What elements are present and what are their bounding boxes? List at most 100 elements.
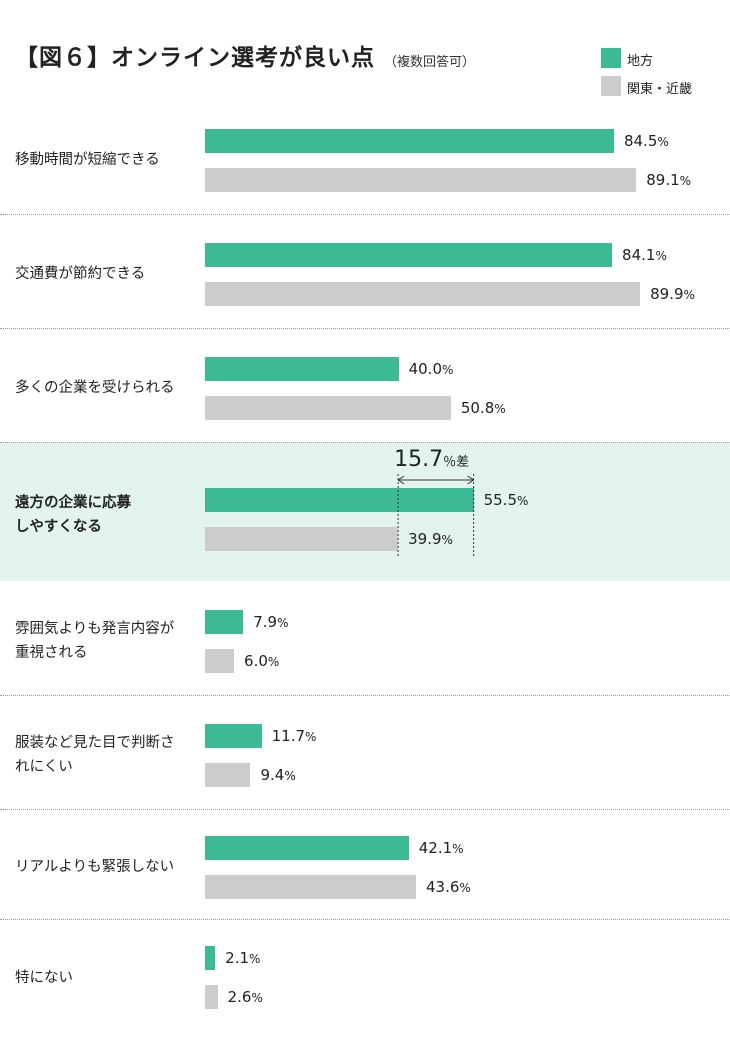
category-label-line: 特にない bbox=[15, 969, 73, 986]
bar-regional bbox=[205, 609, 244, 634]
category-row: 交通費が節約できる 84.1% 89.9% bbox=[0, 214, 730, 328]
value-unit: % bbox=[655, 248, 667, 263]
value-label: 2.6% bbox=[228, 988, 263, 1006]
legend-swatch-kanto-kinki bbox=[601, 76, 621, 96]
value-label: 89.9% bbox=[650, 285, 695, 303]
value-unit: % bbox=[494, 401, 506, 416]
category-row: 移動時間が短縮できる 84.5% 89.1% bbox=[0, 100, 730, 214]
category-row: 服装など見た目で判断さ れにくい 11.7% 9.4% bbox=[0, 695, 730, 809]
value-label: 42.1% bbox=[419, 839, 464, 857]
bar-kanto-kinki bbox=[205, 648, 235, 673]
bar-regional bbox=[205, 128, 614, 153]
legend-label-regional: 地方 bbox=[627, 54, 654, 69]
category-row: 雰囲気よりも発言内容が 重視される 7.9% 6.0% bbox=[0, 581, 730, 695]
category-label: 遠方の企業に応募 しやすくなる bbox=[15, 491, 200, 539]
category-label-line: 多くの企業を受けられる bbox=[15, 380, 175, 396]
category-label-line: れにくい bbox=[15, 759, 73, 775]
value-number: 42.1 bbox=[418, 838, 453, 857]
value-number: 43.6 bbox=[426, 877, 460, 896]
value-label: 43.6% bbox=[426, 878, 471, 896]
value-unit: % bbox=[277, 615, 289, 630]
legend-swatch-regional bbox=[601, 48, 621, 68]
value-number: 89.9 bbox=[650, 284, 684, 303]
category-label: 服装など見た目で判断さ れにくい bbox=[15, 731, 200, 779]
bar-regional bbox=[205, 488, 474, 512]
value-unit: % bbox=[284, 768, 296, 783]
category-label-line: 雰囲気よりも発言内容が bbox=[15, 621, 175, 637]
category-label: 移動時間が短縮できる bbox=[15, 148, 200, 172]
value-number: 2.6 bbox=[227, 988, 252, 1006]
difference-label: 15.7％差 bbox=[394, 447, 469, 472]
value-label: 55.5% bbox=[484, 491, 529, 509]
value-label: 89.1% bbox=[646, 171, 691, 189]
chart-title: 【図６】オンライン選考が良い点 bbox=[15, 45, 375, 71]
value-label: 2.1% bbox=[225, 949, 260, 967]
bar-regional bbox=[205, 356, 399, 381]
row-separator bbox=[0, 442, 730, 443]
value-unit: % bbox=[441, 533, 453, 547]
bar-regional bbox=[205, 835, 409, 860]
category-row: 特にない 2.1% 2.6% bbox=[0, 919, 730, 1030]
difference-arrowhead-right bbox=[467, 479, 474, 485]
value-number: 2.1 bbox=[225, 949, 250, 967]
row-separator bbox=[0, 919, 730, 920]
category-label-line: リアルよりも緊張しない bbox=[15, 859, 175, 875]
value-number: 84.5 bbox=[623, 131, 658, 150]
value-number: 55.5 bbox=[483, 491, 518, 509]
value-unit: % bbox=[305, 729, 317, 744]
value-unit: % bbox=[683, 287, 695, 302]
value-unit: % bbox=[249, 952, 261, 966]
difference-arrowhead-right bbox=[467, 475, 474, 481]
difference-unit: ％差 bbox=[443, 455, 470, 470]
bar-kanto-kinki bbox=[205, 762, 251, 787]
row-separator bbox=[0, 328, 730, 329]
category-row: 遠方の企業に応募 しやすくなる 55.5% 39.9% 15.7％差 bbox=[0, 442, 730, 581]
value-number: 7.9 bbox=[253, 612, 278, 631]
category-label-line: 交通費が節約できる bbox=[15, 266, 146, 282]
value-label: 84.1% bbox=[622, 246, 667, 264]
category-label: リアルよりも緊張しない bbox=[15, 855, 200, 879]
value-label: 84.5% bbox=[624, 132, 669, 150]
category-label-line: 移動時間が短縮できる bbox=[15, 152, 160, 168]
value-number: 39.9 bbox=[408, 530, 442, 548]
category-row: 多くの企業を受けられる 40.0% 50.8% bbox=[0, 328, 730, 442]
bar-kanto-kinki bbox=[205, 395, 451, 420]
legend-label-kanto-kinki: 関東・近畿 bbox=[627, 82, 693, 97]
bar-kanto-kinki bbox=[205, 281, 641, 306]
category-label: 交通費が節約できる bbox=[15, 262, 200, 286]
category-label: 多くの企業を受けられる bbox=[15, 376, 200, 400]
value-unit: % bbox=[442, 362, 454, 377]
value-label: 40.0% bbox=[409, 360, 454, 378]
category-label-line: 遠方の企業に応募 bbox=[15, 494, 131, 511]
value-unit: % bbox=[459, 880, 471, 895]
value-label: 9.4% bbox=[260, 766, 295, 784]
value-label: 39.9% bbox=[408, 530, 453, 548]
value-number: 89.1 bbox=[646, 170, 680, 189]
row-separator bbox=[0, 214, 730, 215]
value-label: 6.0% bbox=[244, 652, 279, 670]
bar-kanto-kinki bbox=[205, 985, 218, 1009]
category-label: 特にない bbox=[15, 966, 200, 990]
value-unit: % bbox=[657, 134, 669, 149]
bar-regional bbox=[205, 723, 262, 748]
difference-annotation bbox=[397, 474, 475, 557]
row-separator bbox=[0, 809, 730, 810]
value-label: 7.9% bbox=[253, 613, 288, 631]
value-number: 11.7 bbox=[271, 726, 306, 745]
value-unit: % bbox=[517, 494, 529, 508]
category-label-line: しやすくなる bbox=[15, 518, 102, 535]
value-number: 9.4 bbox=[260, 765, 285, 784]
category-label: 雰囲気よりも発言内容が 重視される bbox=[15, 617, 200, 665]
bar-kanto-kinki bbox=[205, 874, 417, 899]
difference-value: 15.7 bbox=[394, 447, 444, 472]
value-unit: % bbox=[251, 991, 263, 1005]
category-label-line: 重視される bbox=[15, 645, 88, 661]
row-separator bbox=[0, 695, 730, 696]
bar-kanto-kinki bbox=[205, 167, 637, 192]
difference-arrowhead-left bbox=[397, 479, 405, 485]
value-label: 50.8% bbox=[461, 399, 506, 417]
value-unit: % bbox=[452, 841, 464, 856]
bar-regional bbox=[205, 242, 613, 267]
